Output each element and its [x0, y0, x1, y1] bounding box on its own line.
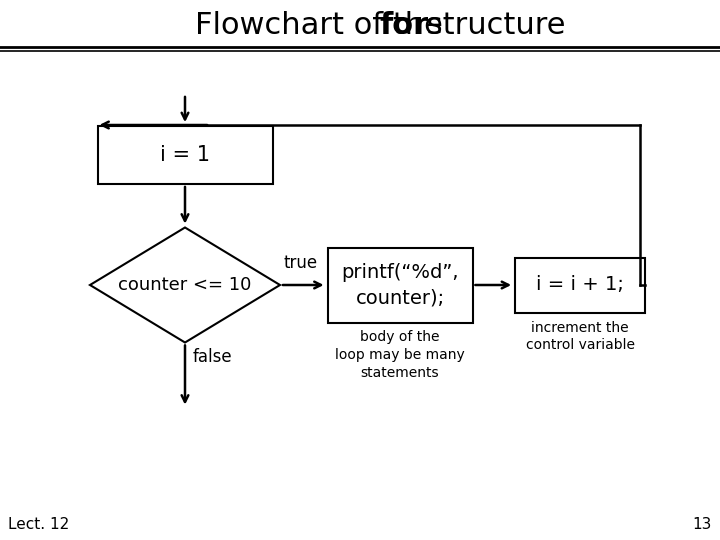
Text: false: false [193, 348, 233, 366]
Text: Flowchart of the: Flowchart of the [195, 10, 453, 39]
Polygon shape [90, 227, 280, 342]
Text: for: for [379, 10, 428, 39]
Bar [97, 126, 272, 184]
Bar [515, 258, 645, 313]
Text: 13: 13 [693, 517, 712, 532]
Text: structure: structure [417, 10, 565, 39]
Text: counter <= 10: counter <= 10 [118, 276, 252, 294]
Text: true: true [283, 254, 317, 272]
Text: i = i + 1;: i = i + 1; [536, 275, 624, 294]
Text: body of the
loop may be many
statements: body of the loop may be many statements [335, 330, 465, 380]
Text: Lect. 12: Lect. 12 [8, 517, 69, 532]
Text: increment the
control variable: increment the control variable [526, 321, 634, 352]
Text: i = 1: i = 1 [160, 145, 210, 165]
Bar [328, 247, 472, 322]
Text: printf(“%d”,
counter);: printf(“%d”, counter); [341, 263, 459, 307]
